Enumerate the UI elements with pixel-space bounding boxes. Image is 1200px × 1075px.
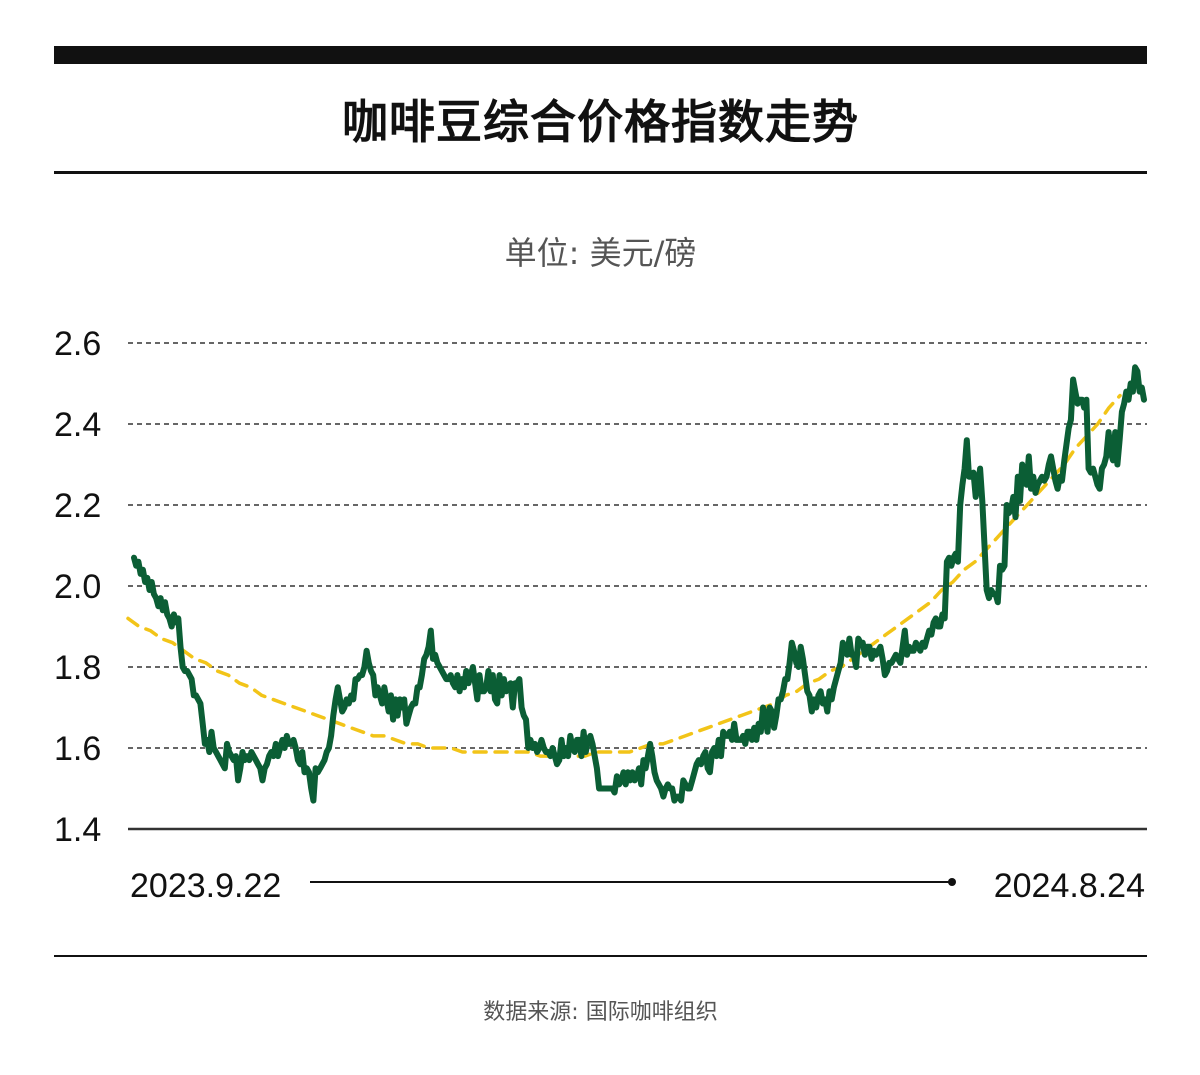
price-line <box>131 364 1147 804</box>
date-range-axis: 2023.9.22 2024.8.24 <box>130 867 1145 905</box>
x-end-label: 2024.8.24 <box>994 867 1145 905</box>
y-tick-label: 1.6 <box>54 730 101 768</box>
y-tick-label: 1.8 <box>54 649 101 687</box>
date-range-end-dot <box>948 878 956 886</box>
y-tick-label: 2.0 <box>54 568 101 606</box>
y-tick-label: 2.2 <box>54 487 101 525</box>
title-divider <box>54 171 1147 174</box>
grid-lines <box>128 342 1147 831</box>
y-tick-label: 2.6 <box>54 325 101 363</box>
trend-layer <box>126 393 1122 758</box>
unit-label: 单位: 美元/磅 <box>504 234 697 272</box>
y-tick-label: 2.4 <box>54 406 101 444</box>
top-accent-bar <box>54 46 1147 64</box>
source-note: 数据来源: 国际咖啡组织 <box>483 1000 718 1025</box>
trend-line <box>126 393 1122 758</box>
price-series-layer <box>131 364 1147 804</box>
chart-title: 咖啡豆综合价格指数走势 <box>342 95 859 149</box>
y-tick-label: 1.4 <box>54 811 101 849</box>
x-start-label: 2023.9.22 <box>130 867 281 905</box>
bottom-divider <box>54 955 1147 957</box>
y-axis-ticks: 1.4 1.6 1.8 2.0 2.2 2.4 2.6 <box>54 325 101 849</box>
